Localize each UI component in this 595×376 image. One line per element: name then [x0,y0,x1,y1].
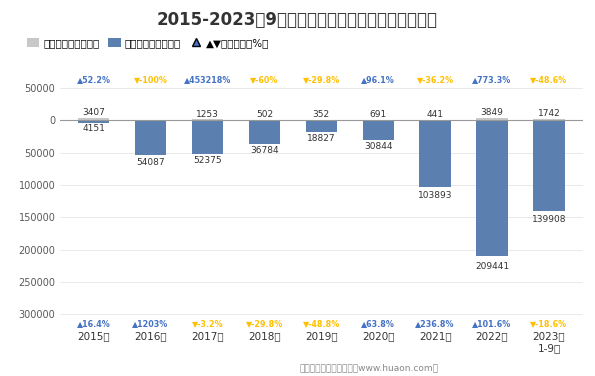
Text: 352: 352 [313,110,330,119]
Text: 制图：华经产业研究院（www.huaon.com）: 制图：华经产业研究院（www.huaon.com） [299,363,439,372]
Text: ▲101.6%: ▲101.6% [472,319,512,328]
Text: 1742: 1742 [537,109,560,118]
Text: 52375: 52375 [193,156,222,165]
Text: 1253: 1253 [196,110,219,119]
Text: 3849: 3849 [481,108,503,117]
Bar [533,119,565,120]
Text: 2015-2023年9月北京亦庄保税物流中心进、出口额: 2015-2023年9月北京亦庄保税物流中心进、出口额 [157,11,438,29]
Text: ▲52.2%: ▲52.2% [77,75,111,84]
Bar [477,118,508,120]
Text: ▼-36.2%: ▼-36.2% [416,75,454,84]
Text: 4151: 4151 [82,124,105,133]
Text: ▲1203%: ▲1203% [133,319,169,328]
Text: ▲453218%: ▲453218% [184,75,231,84]
Text: ▼-3.2%: ▼-3.2% [192,319,223,328]
Text: 30844: 30844 [364,142,393,151]
Text: 18827: 18827 [307,134,336,143]
Bar [306,120,337,132]
Bar [419,120,451,187]
Legend: 出口总额（万美元）, 进口总额（万美元）, ▲▼同比增速（%）: 出口总额（万美元）, 进口总额（万美元）, ▲▼同比增速（%） [23,34,274,53]
Bar [533,120,565,211]
Text: ▲16.4%: ▲16.4% [77,319,111,328]
Bar [477,120,508,256]
Text: ▼-29.8%: ▼-29.8% [246,319,283,328]
Bar [78,118,109,120]
Text: ▲773.3%: ▲773.3% [472,75,512,84]
Text: 691: 691 [369,110,387,119]
Bar [78,120,109,123]
Text: ▼-29.8%: ▼-29.8% [303,75,340,84]
Text: ▼-48.8%: ▼-48.8% [303,319,340,328]
Text: ▼-60%: ▼-60% [250,75,278,84]
Bar [135,120,166,155]
Text: 139908: 139908 [532,215,566,224]
Text: 502: 502 [256,110,273,119]
Text: ▲63.8%: ▲63.8% [361,319,395,328]
Text: ▼-18.6%: ▼-18.6% [530,319,568,328]
Text: ▼-100%: ▼-100% [134,75,168,84]
Text: 209441: 209441 [475,262,509,271]
Bar [362,120,394,140]
Text: 36784: 36784 [250,146,278,155]
Text: ▼-48.6%: ▼-48.6% [530,75,568,84]
Text: ▲96.1%: ▲96.1% [361,75,395,84]
Text: 103893: 103893 [418,191,452,200]
Bar [192,120,223,154]
Text: 441: 441 [427,110,444,119]
Text: ▲236.8%: ▲236.8% [415,319,455,328]
Text: 54087: 54087 [136,158,165,167]
Text: 3407: 3407 [82,108,105,117]
Bar [249,120,280,144]
